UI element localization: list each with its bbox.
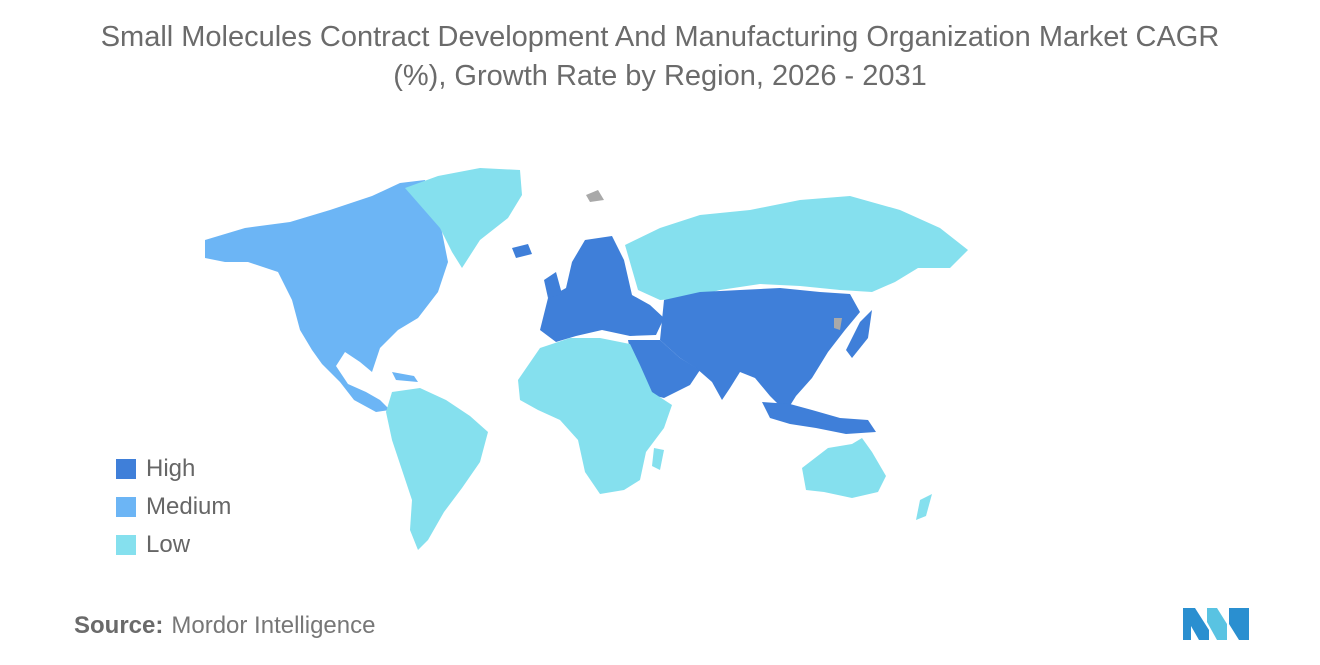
legend-label-high: High xyxy=(146,455,196,482)
legend-item-low: Low xyxy=(116,526,231,564)
region-north-korea xyxy=(834,318,842,330)
region-greenland xyxy=(405,168,522,268)
legend: High Medium Low xyxy=(116,450,231,564)
region-asia xyxy=(660,288,860,412)
legend-label-low: Low xyxy=(146,531,191,558)
chart-title: Small Molecules Contract Development And… xyxy=(30,18,1290,96)
title-line-2: (%), Growth Rate by Region, 2026 - 2031 xyxy=(393,60,927,92)
region-russia xyxy=(625,196,968,300)
region-europe xyxy=(540,236,664,342)
region-madagascar xyxy=(652,448,664,470)
region-uk-ireland xyxy=(544,272,562,298)
region-iceland xyxy=(512,244,532,258)
region-japan xyxy=(846,310,872,358)
region-caribbean xyxy=(392,372,418,382)
region-new-zealand xyxy=(916,494,932,520)
source-value: Mordor Intelligence xyxy=(171,612,376,639)
region-australia xyxy=(802,438,886,498)
mordor-intelligence-logo xyxy=(1183,608,1249,640)
region-north-america xyxy=(205,180,448,412)
region-south-america xyxy=(386,388,488,550)
legend-item-high: High xyxy=(116,450,231,488)
region-africa xyxy=(518,338,672,494)
legend-swatch-low xyxy=(116,535,136,555)
region-southeast-asia-islands xyxy=(762,402,876,434)
source-label: Source: xyxy=(74,612,164,639)
source-credit: Source: Mordor Intelligence xyxy=(74,612,375,640)
legend-label-medium: Medium xyxy=(146,493,232,520)
title-line-1: Small Molecules Contract Development And… xyxy=(100,21,1220,53)
legend-item-medium: Medium xyxy=(116,488,231,526)
region-svalbard xyxy=(586,190,604,202)
legend-swatch-high xyxy=(116,459,136,479)
legend-swatch-medium xyxy=(116,497,136,517)
